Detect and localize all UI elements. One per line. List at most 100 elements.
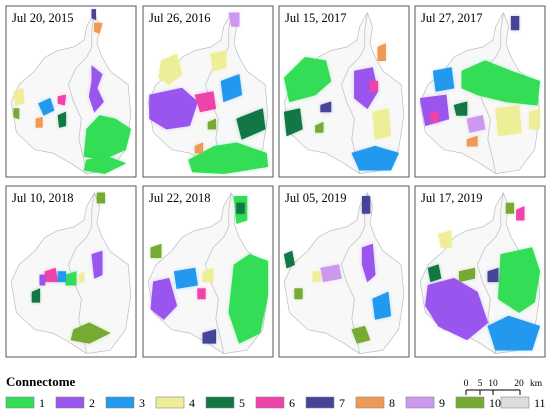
scale-label-10: 10 — [488, 379, 498, 389]
connectome-patch — [283, 56, 332, 103]
legend-item: 11 — [500, 396, 546, 410]
connectome-patch — [91, 9, 96, 21]
legend-title: Connectome — [6, 374, 76, 389]
connectome-patch — [57, 271, 67, 283]
connectome-patch — [419, 94, 450, 126]
legend-label: 4 — [189, 396, 195, 410]
river-line — [67, 192, 95, 354]
connectome-patch — [70, 322, 111, 344]
map-panel: Jul 17, 2019 — [414, 185, 546, 358]
connectome-patch — [377, 43, 386, 62]
legend-item: 1 — [5, 396, 45, 410]
connectome-patch — [453, 101, 468, 116]
connectome-patch — [466, 115, 486, 133]
connectome-patch — [351, 325, 371, 344]
panel-date: Jul 26, 2016 — [149, 11, 210, 25]
connectome-patch — [495, 104, 522, 137]
connectome-patch — [351, 145, 399, 171]
connectome-patch — [427, 264, 442, 283]
legend-item: 5 — [205, 396, 245, 410]
panel-date: Jul 15, 2017 — [285, 11, 346, 25]
legend-swatch — [405, 396, 435, 409]
connectome-patch — [487, 267, 499, 283]
connectome-patch — [236, 108, 266, 140]
map-panel: Jul 05, 2019 — [278, 185, 410, 358]
scale-bar: 0 5 10 20 km — [464, 379, 543, 395]
connectome-patch — [13, 87, 25, 106]
legend-swatch — [455, 396, 485, 409]
legend-label: 9 — [439, 396, 445, 410]
panel-date: Jul 17, 2019 — [421, 191, 482, 205]
legend-swatch — [500, 396, 530, 409]
connectome-patch — [432, 67, 455, 92]
legend-swatch — [355, 396, 385, 409]
legend-swatch — [205, 396, 235, 409]
legend-swatch — [305, 396, 335, 409]
connectome-patch — [149, 87, 198, 130]
connectome-patch — [312, 271, 321, 283]
scale-label-5: 5 — [478, 379, 483, 389]
connectome-patch — [57, 111, 67, 128]
connectome-patch — [38, 98, 55, 116]
legend-item: 9 — [405, 396, 445, 410]
connectome-patch — [430, 111, 439, 123]
connectome-patch — [320, 101, 332, 113]
scale-unit: km — [530, 379, 543, 389]
connectome-patch — [31, 288, 41, 303]
map-panel: Jul 10, 2018 — [5, 185, 137, 358]
legend-items: 1 2 3 4 5 6 7 8 9 10 11 — [5, 396, 546, 410]
legend-label: 11 — [534, 396, 546, 410]
connectome-patch — [39, 274, 46, 286]
river-line — [204, 192, 232, 354]
connectome-patch — [354, 67, 379, 109]
legend-swatch — [5, 396, 35, 409]
panel-date: Jul 27, 2017 — [421, 11, 482, 25]
connectome-patch — [458, 267, 476, 283]
connectome-patch — [315, 122, 324, 133]
map-panel: Jul 15, 2017 — [278, 5, 410, 178]
connectome-patch — [228, 254, 269, 344]
legend-label: 8 — [389, 396, 395, 410]
connectome-patch — [150, 277, 178, 320]
legend-label: 2 — [89, 396, 95, 410]
connectome-patch — [158, 53, 183, 85]
connectome-patch — [150, 243, 162, 259]
connectome-patch — [516, 206, 525, 221]
connectome-patch — [497, 247, 541, 313]
legend-swatch — [255, 396, 285, 409]
legend-label: 5 — [239, 396, 245, 410]
map-panel: Jul 22, 2018 — [142, 185, 274, 358]
legend-swatch — [105, 396, 135, 409]
connectome-patch — [487, 315, 541, 351]
connectome-patch — [91, 250, 103, 279]
connectome-patch — [466, 135, 478, 147]
legend-item: 4 — [155, 396, 195, 410]
connectome-patch — [94, 22, 103, 34]
river-line — [340, 12, 368, 174]
connectome-patch — [96, 192, 106, 204]
legend-item: 6 — [255, 396, 295, 410]
connectome-patch — [207, 118, 217, 130]
connectome-patch — [283, 108, 303, 137]
connectome-patch — [88, 65, 104, 113]
connectome-patch — [505, 202, 515, 214]
connectome-patch — [202, 329, 217, 344]
legend-item: 3 — [105, 396, 145, 410]
connectome-patch — [372, 108, 392, 140]
connectome-patch — [510, 15, 520, 31]
legend-label: 10 — [489, 396, 501, 410]
connectome-patch — [372, 291, 392, 320]
connectome-patch — [78, 271, 85, 283]
panel-date: Jul 22, 2018 — [149, 191, 210, 205]
connectome-patch — [425, 277, 489, 341]
connectome-patch — [173, 267, 198, 289]
connectome-patch — [83, 156, 126, 174]
connectome-patch — [220, 74, 243, 103]
legend-item: 7 — [305, 396, 345, 410]
connectome-patch — [13, 108, 20, 120]
connectome-legend: Connectome 1 2 3 4 5 6 7 8 9 10 11 — [5, 374, 546, 410]
connectome-patch — [438, 230, 452, 248]
connectome-patch — [294, 288, 303, 300]
connectome-patch — [194, 142, 204, 154]
connectome-patch — [361, 243, 376, 283]
